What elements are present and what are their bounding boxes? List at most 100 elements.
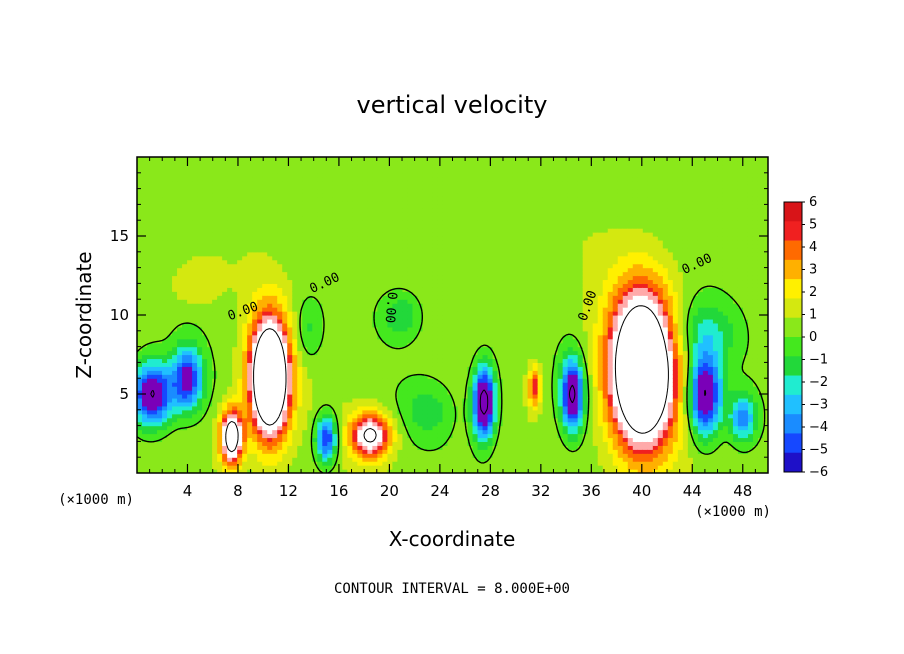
heat-cell-2093	[267, 417, 273, 423]
heat-cell-1593	[232, 180, 238, 186]
heat-cell-2703	[302, 220, 308, 225]
heat-cell-2517	[292, 322, 298, 328]
heat-cell-1097	[202, 243, 208, 249]
heat-cell-1762	[247, 461, 253, 466]
heat-cell-4436	[412, 326, 419, 332]
heat-cell-3977	[382, 243, 388, 249]
heat-cell-1001	[197, 307, 203, 312]
heat-cell-1793	[247, 338, 253, 344]
heat-cell-920	[192, 311, 198, 316]
heat-cell-284	[152, 295, 158, 300]
heat-cell-4258	[402, 397, 409, 403]
heat-cell-1708	[242, 358, 248, 363]
heat-cell-3595	[357, 172, 363, 178]
heat-cell-1486	[227, 287, 233, 292]
heat-cell-594	[172, 334, 178, 340]
heat-cell-4550	[417, 192, 424, 198]
heat-cell-4110	[392, 350, 399, 356]
heat-cell-3563	[357, 299, 363, 304]
heat-cell-857	[187, 243, 193, 249]
heat-cell-3467	[352, 362, 358, 367]
heat-cell-2249	[277, 433, 283, 439]
heat-cell-2431	[287, 346, 293, 352]
heat-cell-4037	[387, 322, 394, 328]
heat-cell-3743	[367, 220, 373, 225]
heat-cell-4691	[427, 267, 434, 273]
heat-cell-4253	[402, 417, 409, 423]
heat-cell-909	[192, 354, 198, 360]
heat-cell-1380	[222, 390, 228, 395]
heat-cell-2376	[282, 247, 288, 253]
heat-cell-715	[177, 172, 183, 178]
heat-cell-161	[147, 465, 153, 470]
heat-cell-1123	[207, 457, 213, 462]
heat-cell-3107	[327, 204, 333, 209]
heat-cell-2017	[262, 401, 268, 407]
heat-cell-4176	[397, 405, 404, 411]
heat-cell-3578	[357, 239, 363, 245]
heat-cell-185	[147, 370, 153, 375]
heat-cell-3350	[342, 192, 348, 198]
heat-cell-338	[157, 397, 163, 403]
heat-cell-4841	[437, 307, 444, 312]
heat-cell-2250	[277, 429, 283, 435]
heat-cell-4487	[417, 441, 424, 446]
heat-cell-4774	[432, 255, 439, 261]
heat-cell-2556	[292, 168, 298, 174]
heat-cell-4454	[412, 255, 419, 261]
heat-cell-1534	[232, 413, 238, 419]
heat-cell-4821	[437, 386, 444, 391]
heat-cell-3660	[362, 232, 368, 237]
heat-cell-4174	[397, 413, 404, 419]
heat-cell-289	[152, 275, 158, 281]
heat-cell-1795	[247, 330, 253, 336]
heat-cell-1258	[212, 239, 218, 245]
heat-cell-1228	[212, 358, 218, 363]
heat-cell-1817	[247, 243, 253, 249]
heat-cell-1911	[252, 188, 258, 194]
heat-cell-939	[192, 236, 198, 241]
heat-cell-3180	[332, 232, 338, 237]
heat-cell-405	[162, 449, 168, 454]
heat-cell-2832	[312, 342, 318, 348]
heat-cell-3749	[367, 196, 373, 202]
heat-cell-3114	[327, 176, 333, 182]
heat-cell-2189	[272, 354, 278, 360]
heat-cell-1046	[202, 445, 208, 450]
heat-cell-2575	[297, 409, 303, 415]
heat-cell-3944	[382, 374, 388, 379]
heat-cell-4956	[442, 168, 449, 174]
heat-cell-2553	[292, 180, 298, 186]
heat-cell-2566	[297, 445, 303, 450]
heat-cell-1045	[202, 449, 208, 454]
heat-cell-4738	[432, 397, 439, 403]
heat-cell-3418	[347, 239, 353, 245]
heat-cell-1629	[237, 354, 243, 360]
heat-cell-4030	[387, 350, 394, 356]
heat-cell-2565	[297, 449, 303, 454]
heat-cell-1220	[212, 390, 218, 395]
heat-cell-860	[187, 232, 193, 237]
heat-cell-2529	[292, 275, 298, 281]
heat-cell-4432	[412, 342, 419, 348]
heat-cell-2851	[312, 267, 318, 273]
heat-cell-3925	[382, 449, 388, 454]
heat-cell-3613	[362, 417, 368, 423]
heat-cell-1051	[202, 425, 208, 431]
heat-cell-4574	[422, 413, 429, 419]
heat-cell-166	[147, 445, 153, 450]
heat-cell-2859	[312, 236, 318, 241]
heat-cell-3428	[347, 200, 353, 205]
heat-cell-158	[142, 160, 148, 166]
heat-cell-2074	[262, 176, 268, 182]
heat-cell-2276	[277, 326, 283, 332]
heat-cell-3577	[357, 243, 363, 249]
heat-cell-500	[167, 390, 173, 395]
heat-cell-1870	[252, 350, 258, 356]
heat-cell-2920	[317, 311, 323, 316]
heat-cell-4771	[432, 267, 439, 273]
heat-cell-2278	[277, 318, 283, 324]
heat-cell-86	[142, 445, 148, 450]
heat-cell-3299	[342, 394, 348, 399]
heat-cell-569	[172, 433, 178, 439]
